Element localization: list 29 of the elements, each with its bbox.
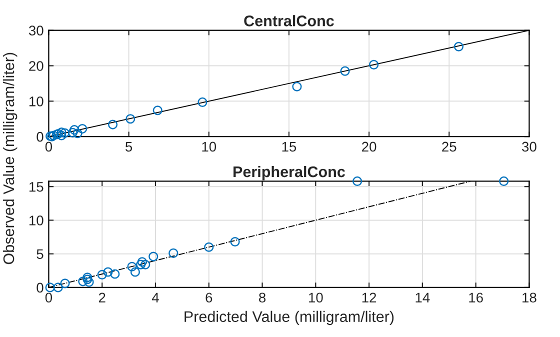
y-axis-title: Observed Value (milligram/liter) xyxy=(2,52,18,264)
x-tick-label: 12 xyxy=(362,292,376,302)
y-tick-label: 0 xyxy=(36,132,44,142)
x-tick-label: 20 xyxy=(362,142,376,152)
y-tick-label: 0 xyxy=(36,282,44,293)
x-tick-label: 30 xyxy=(522,142,536,152)
x-tick-label: 15 xyxy=(282,142,296,152)
y-tick-label: 5 xyxy=(36,249,44,260)
chart-title: CentralConc xyxy=(244,15,334,26)
y-tick-label: 15 xyxy=(29,182,44,192)
x-tick-label: 25 xyxy=(442,142,456,152)
x-axis-title: Predicted Value (milligram/liter) xyxy=(184,310,394,326)
x-tick-label: 4 xyxy=(152,292,159,302)
y-tick-label: 30 xyxy=(28,26,44,36)
x-tick-label: 10 xyxy=(202,142,216,152)
x-tick-label: 2 xyxy=(98,292,106,302)
chart-title: PeripheralConc xyxy=(234,166,345,180)
x-tick-label: 5 xyxy=(125,142,132,152)
x-tick-label: 0 xyxy=(45,142,52,152)
x-tick-label: 6 xyxy=(206,292,212,303)
y-tick-label: 20 xyxy=(29,61,44,71)
y-tick-label: 10 xyxy=(29,96,44,106)
x-tick-label: 16 xyxy=(469,292,483,303)
x-tick-label: 10 xyxy=(308,292,323,303)
x-tick-label: 18 xyxy=(522,292,536,303)
x-tick-label: 14 xyxy=(416,292,430,302)
x-tick-label: 0 xyxy=(45,292,52,303)
x-tick-label: 8 xyxy=(259,292,266,303)
y-tick-label: 10 xyxy=(29,216,44,226)
